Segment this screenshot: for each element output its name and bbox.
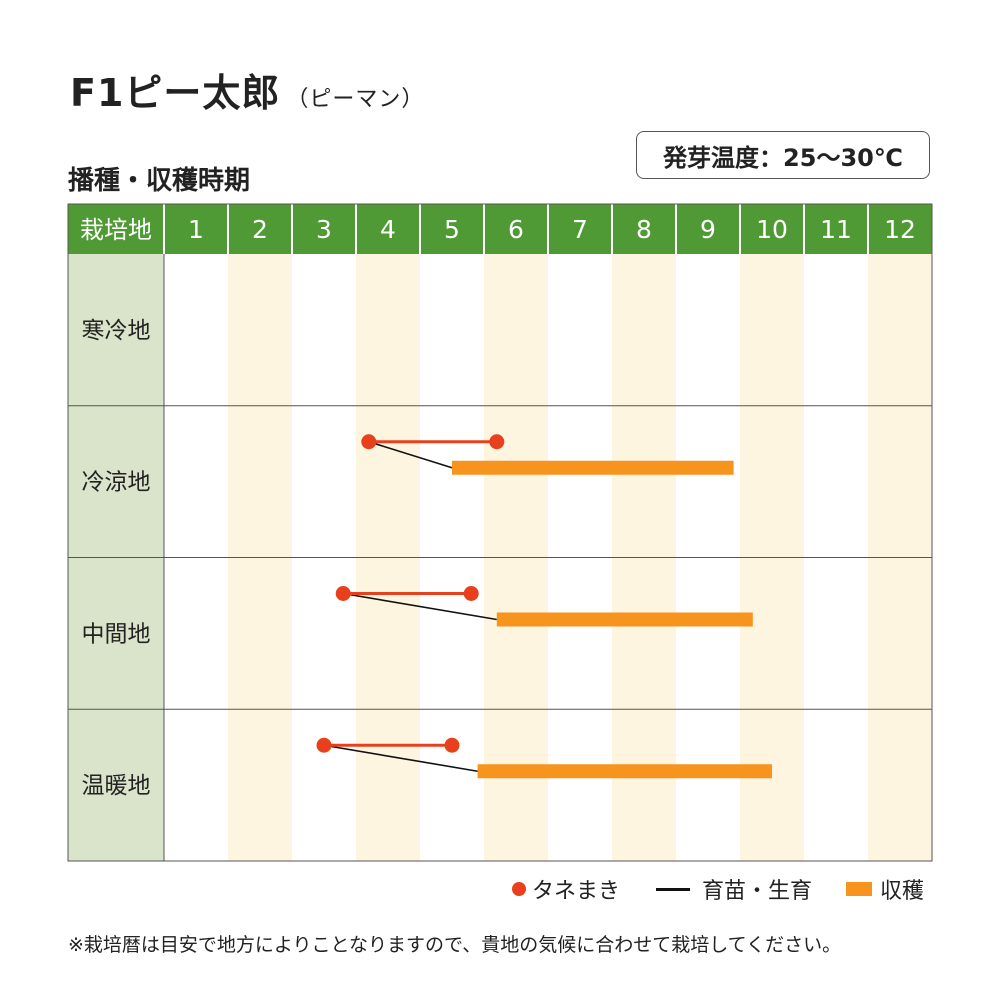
legend-harvest-label: 収穫 (880, 879, 925, 904)
harvest-bar-icon (846, 882, 872, 896)
page-title: F1ピー太郎 （ピーマン） (70, 62, 424, 117)
title-sub: （ピーマン） (286, 87, 425, 112)
month-label: 1 (188, 215, 204, 244)
month-label: 9 (700, 215, 716, 244)
footnote: ※栽培暦は目安で地方によりことなりますので、貴地の気候に合わせて栽培してください… (68, 934, 842, 956)
month-label: 10 (756, 215, 788, 244)
legend-nursery: 育苗・生育 (656, 873, 812, 905)
month-label: 3 (316, 215, 332, 244)
header-label: 栽培地 (80, 216, 152, 244)
nursery-line (323, 744, 478, 773)
region-label: 冷涼地 (82, 470, 151, 496)
legend: タネまき 育苗・生育 収穫 (0, 873, 1000, 905)
month-label: 2 (252, 215, 268, 244)
sowing-start-dot (335, 586, 351, 601)
title-main: F1ピー太郎 (70, 71, 281, 115)
month-label: 8 (636, 215, 652, 244)
legend-sowing: タネまき (512, 873, 620, 905)
month-label: 6 (508, 215, 524, 244)
nursery-line (343, 592, 497, 621)
month-label: 7 (572, 215, 588, 244)
nursery-line (368, 440, 453, 469)
harvest-bar (496, 612, 753, 627)
month-label: 11 (820, 215, 852, 244)
harvest-bar (477, 764, 772, 779)
region-label: 中間地 (82, 621, 151, 647)
month-label: 4 (380, 215, 396, 244)
region-label: 寒冷地 (82, 318, 151, 344)
region-label: 温暖地 (82, 773, 151, 799)
sowing-end-dot (489, 434, 505, 450)
sowing-end-dot (444, 737, 460, 753)
sowing-start-dot (316, 737, 332, 753)
sowing-marker-icon (512, 882, 526, 896)
sowing-end-dot (463, 586, 479, 601)
grid-border (67, 203, 933, 862)
month-label: 12 (884, 215, 916, 244)
legend-harvest: 収穫 (846, 873, 924, 905)
harvest-bar (452, 460, 734, 475)
nursery-line-icon (656, 887, 690, 891)
legend-nursery-label: 育苗・生育 (702, 879, 813, 904)
germination-temp-badge: 発芽温度：25〜30℃ (636, 131, 930, 179)
month-label: 5 (444, 215, 460, 244)
header-band (68, 204, 932, 254)
chart-subtitle: 播種・収穫時期 (68, 166, 251, 196)
sowing-start-dot (361, 434, 377, 450)
legend-sowing-label: タネまき (532, 879, 621, 904)
